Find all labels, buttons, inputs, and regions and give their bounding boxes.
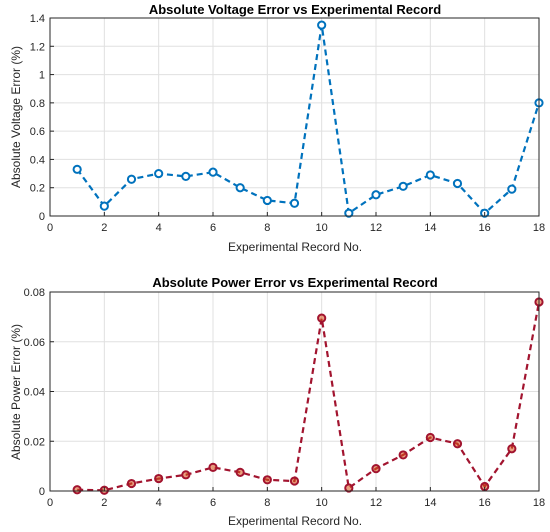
data-point: [154, 473, 164, 484]
x-tick-label: 18: [533, 497, 545, 509]
data-point: [289, 198, 300, 208]
x-tick-label: 8: [264, 497, 270, 509]
data-point: [317, 313, 327, 323]
x-tick-label: 12: [370, 222, 382, 234]
x-axis-label: Experimental Record No.: [228, 514, 362, 528]
data-point: [72, 485, 82, 495]
data-point: [72, 164, 82, 174]
y-tick-label: 0.2: [30, 183, 45, 195]
x-tick-label: 8: [264, 222, 270, 234]
y-axis-label: Absolute Voltage Error (%): [9, 46, 23, 188]
x-tick-label: 10: [316, 222, 328, 234]
x-tick-label: 0: [47, 497, 53, 509]
x-tick-label: 10: [316, 497, 328, 509]
data-point: [126, 478, 137, 489]
x-tick-label: 4: [156, 222, 162, 234]
y-tick-label: 1: [39, 70, 45, 82]
chart-voltage: Absolute Voltage Error vs Experimental R…: [9, 2, 545, 254]
x-tick-label: 6: [210, 497, 216, 509]
y-tick-label: 1.4: [30, 13, 45, 25]
x-tick-label: 6: [210, 222, 216, 234]
y-tick-label: 0.08: [24, 287, 45, 299]
data-point: [235, 467, 245, 477]
data-point: [344, 208, 354, 218]
series-line: [76, 24, 541, 216]
data-point: [126, 174, 137, 184]
chart-title: Absolute Voltage Error vs Experimental R…: [149, 2, 441, 17]
y-tick-label: 0.8: [30, 98, 45, 110]
x-tick-label: 16: [479, 497, 491, 509]
y-tick-label: 0.6: [30, 126, 45, 138]
data-point: [235, 183, 245, 193]
y-tick-label: 0.04: [24, 387, 45, 399]
data-point: [452, 439, 463, 449]
data-point: [181, 470, 191, 480]
data-point: [425, 432, 435, 443]
x-tick-label: 14: [424, 222, 436, 234]
x-tick-label: 12: [370, 497, 382, 509]
x-tick-label: 18: [533, 222, 545, 234]
data-point: [371, 190, 381, 200]
series-line: [77, 301, 541, 492]
x-tick-label: 16: [479, 222, 491, 234]
chart-title: Absolute Power Error vs Experimental Rec…: [152, 275, 437, 290]
data-point: [317, 20, 327, 30]
data-point: [452, 178, 463, 189]
data-point: [262, 195, 272, 206]
data-point: [398, 450, 408, 460]
y-tick-label: 0: [39, 486, 45, 498]
y-tick-label: 0.4: [30, 154, 45, 166]
chart-power: Absolute Power Error vs Experimental Rec…: [9, 275, 545, 528]
x-tick-label: 2: [101, 222, 107, 234]
data-point: [208, 167, 218, 177]
y-tick-label: 0.02: [24, 436, 45, 448]
data-point: [262, 475, 272, 485]
data-point: [154, 168, 164, 179]
data-point: [398, 181, 408, 191]
data-point: [507, 184, 517, 194]
data-point: [208, 462, 218, 472]
y-axis-label: Absolute Power Error (%): [9, 324, 23, 460]
data-point: [371, 464, 381, 474]
x-tick-label: 14: [424, 497, 436, 509]
x-tick-label: 0: [47, 222, 53, 234]
data-point: [425, 170, 435, 180]
x-axis-label: Experimental Record No.: [228, 240, 362, 254]
plot-frame: [49, 17, 540, 217]
data-point: [344, 483, 354, 493]
x-tick-label: 4: [156, 497, 162, 509]
data-point: [289, 476, 300, 486]
data-point: [99, 201, 109, 211]
y-tick-label: 0: [39, 211, 45, 223]
data-point: [507, 444, 517, 454]
x-tick-label: 2: [101, 497, 107, 509]
y-tick-label: 1.2: [30, 41, 45, 53]
data-point: [181, 171, 191, 181]
y-tick-label: 0.06: [24, 337, 45, 349]
